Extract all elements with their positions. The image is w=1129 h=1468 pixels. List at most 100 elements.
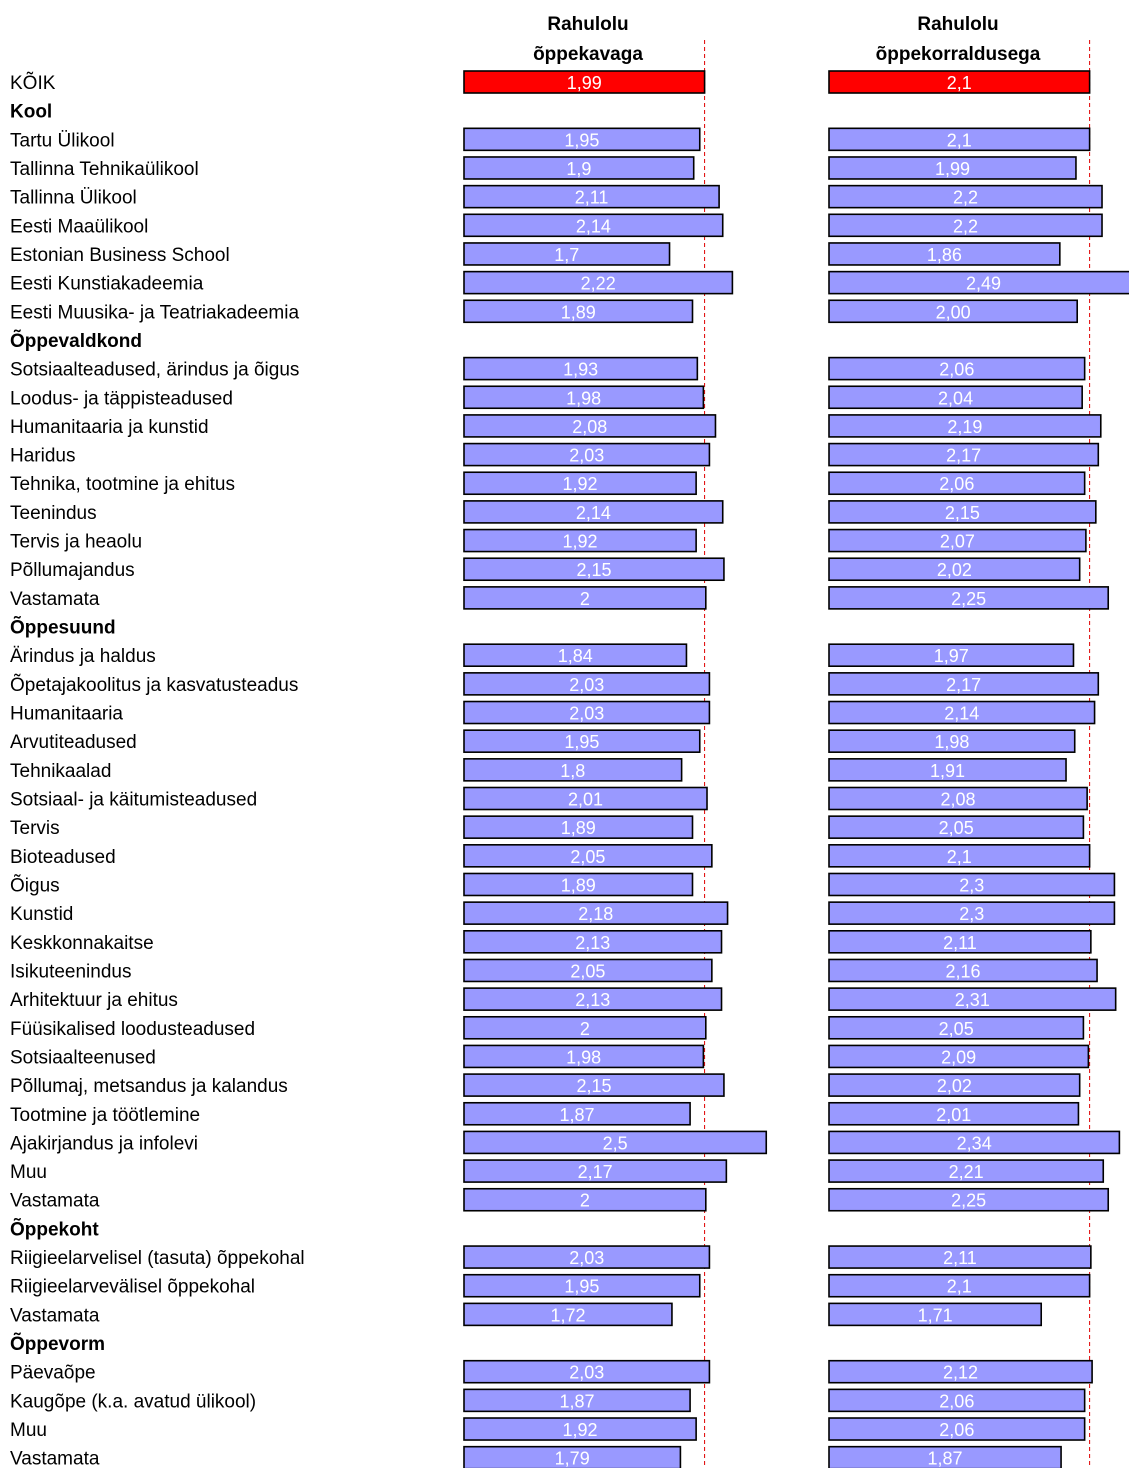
data-label: 2 (580, 1191, 590, 1211)
data-label: 1,89 (561, 875, 596, 895)
data-label: 2,14 (576, 503, 611, 523)
group-heading: Õppesuund (10, 617, 116, 639)
data-label: 2,06 (939, 1391, 974, 1411)
row-label: Päevaõpe (10, 1363, 96, 1384)
row-label: Haridus (10, 446, 75, 467)
data-label: 1,8 (560, 761, 585, 781)
row-label: Tehnikaalad (10, 761, 111, 782)
data-label: 2,03 (569, 675, 604, 695)
column-header-line2: õppekavaga (533, 44, 643, 65)
row-label: Isikuteenindus (10, 961, 131, 982)
bar (463, 1359, 711, 1384)
row-label: Sotsiaal- ja käitumisteadused (10, 790, 257, 811)
data-label: 2,06 (939, 474, 974, 494)
data-label: 2,15 (945, 503, 980, 523)
bar (828, 1130, 1121, 1155)
data-label: 2,17 (946, 675, 981, 695)
bar (828, 700, 1096, 725)
row-label: Eesti Kunstiakadeemia (10, 274, 204, 295)
data-label: 2,2 (953, 216, 978, 236)
data-label: 2,31 (955, 990, 990, 1010)
bar (828, 901, 1116, 925)
data-label: 2,06 (939, 360, 974, 380)
bar (463, 700, 711, 725)
data-label: 2,19 (947, 417, 982, 437)
bar (463, 1130, 768, 1155)
bar (463, 528, 697, 553)
bar (463, 471, 697, 496)
row-label: Vastamata (10, 589, 100, 610)
bar (463, 414, 717, 438)
data-label: 1,86 (927, 245, 962, 265)
bar (463, 270, 734, 295)
group-heading: Kool (10, 102, 52, 123)
row-label: Tervis (10, 818, 60, 839)
bar (828, 127, 1091, 152)
bar (463, 786, 708, 811)
data-label: 2,13 (575, 933, 610, 953)
bar (463, 184, 720, 209)
data-label: 2,25 (951, 589, 986, 609)
bar (828, 929, 1092, 954)
bar (828, 786, 1088, 811)
data-label: 2,1 (947, 130, 972, 150)
data-label: 2 (580, 589, 590, 609)
bar (828, 643, 1075, 668)
data-label: 2,18 (578, 904, 613, 924)
data-label: 1,98 (934, 732, 969, 752)
bar (463, 1388, 691, 1413)
row-label: Kaugõpe (k.a. avatud ülikool) (10, 1391, 256, 1412)
bar (828, 758, 1067, 782)
row-label: Sotsiaalteadused, ärindus ja õigus (10, 360, 299, 381)
bar (463, 1302, 673, 1327)
row-label: Tallinna Tehnikaülikool (10, 159, 199, 180)
data-label: 2,05 (570, 847, 605, 867)
bar (828, 1159, 1105, 1183)
data-label: 1,99 (935, 159, 970, 179)
column-header-organization: Rahulolu õppekorraldusega (828, 10, 1088, 70)
bar (828, 844, 1091, 868)
data-label: 1,7 (554, 245, 579, 265)
data-label: 1,87 (560, 1391, 595, 1411)
bar (463, 758, 683, 782)
group-heading: Õppevaldkond (10, 330, 142, 352)
data-label: 2,14 (576, 216, 611, 236)
data-label: 2,07 (940, 532, 975, 552)
bar (828, 1073, 1081, 1097)
data-label: 2,21 (949, 1162, 984, 1182)
row-label: Teenindus (10, 503, 97, 524)
data-label: 2,16 (946, 961, 981, 981)
bar (463, 299, 694, 324)
row-label: Tehnika, tootmine ja ehitus (10, 474, 235, 495)
data-label: 2,03 (569, 1363, 604, 1383)
bar (463, 127, 701, 152)
row-label: Tallinna Ülikool (10, 188, 137, 209)
data-label: 2 (580, 1019, 590, 1039)
row-label: Bioteadused (10, 847, 116, 868)
data-label: 1,89 (561, 818, 596, 838)
data-label: 2,08 (572, 417, 607, 437)
bar (828, 528, 1087, 553)
data-label: 2,1 (947, 1277, 972, 1297)
bar (463, 356, 699, 381)
data-label: 2,02 (937, 560, 972, 580)
data-label: 2,22 (581, 274, 616, 294)
data-label: 2,49 (966, 274, 1001, 294)
bar (463, 1245, 711, 1269)
row-label: Sotsiaalteenused (10, 1047, 156, 1068)
bar (828, 586, 1110, 610)
data-label: 2,03 (569, 704, 604, 724)
data-label: 1,98 (566, 1047, 601, 1067)
bar (463, 958, 713, 983)
data-label: 2,05 (939, 1019, 974, 1039)
row-label: Õigus (10, 874, 60, 896)
bar (463, 500, 724, 524)
row-label: Riigieelarvevälisel õppekohal (10, 1277, 255, 1298)
data-label: 2,1 (947, 847, 972, 867)
column-header-curriculum: Rahulolu õppekavaga (458, 10, 718, 70)
bar (828, 987, 1117, 1011)
bar (463, 1417, 697, 1441)
bar (828, 1302, 1043, 1327)
data-label: 1,95 (564, 732, 599, 752)
